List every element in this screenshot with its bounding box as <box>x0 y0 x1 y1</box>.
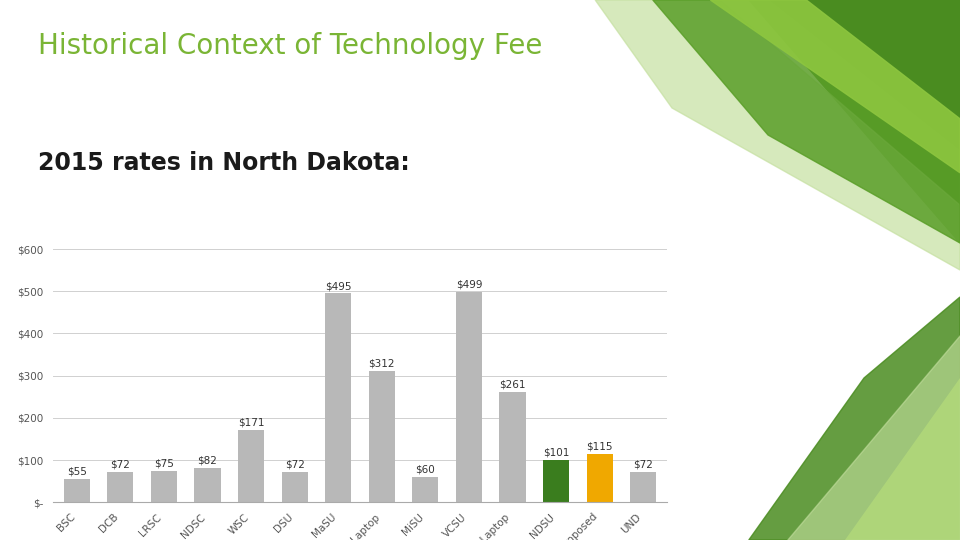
Text: $101: $101 <box>543 448 569 457</box>
Polygon shape <box>749 0 960 243</box>
Polygon shape <box>595 0 960 270</box>
Bar <box>630 472 657 502</box>
Polygon shape <box>653 0 960 243</box>
Text: $261: $261 <box>499 380 526 390</box>
Text: Historical Context of Technology Fee: Historical Context of Technology Fee <box>38 32 542 60</box>
Bar <box>195 468 221 502</box>
Polygon shape <box>653 0 960 243</box>
Text: $55: $55 <box>67 467 86 477</box>
Polygon shape <box>749 297 960 540</box>
Bar <box>543 460 569 502</box>
Bar <box>108 472 133 502</box>
Text: $499: $499 <box>456 280 482 289</box>
Text: $75: $75 <box>154 458 174 468</box>
Bar <box>238 430 264 502</box>
Bar <box>325 293 351 502</box>
Text: $115: $115 <box>587 442 612 451</box>
Bar <box>412 477 439 502</box>
Text: 2015 rates in North Dakota:: 2015 rates in North Dakota: <box>38 151 410 175</box>
Text: $312: $312 <box>369 359 395 368</box>
Bar <box>281 472 308 502</box>
Polygon shape <box>845 378 960 540</box>
Bar <box>151 470 177 502</box>
Text: $171: $171 <box>238 418 264 428</box>
Text: $60: $60 <box>416 465 435 475</box>
Bar <box>63 479 90 502</box>
Bar <box>369 370 395 502</box>
Bar <box>456 292 482 502</box>
Text: $82: $82 <box>198 456 217 465</box>
Polygon shape <box>787 335 960 540</box>
Bar <box>587 454 612 502</box>
Text: $495: $495 <box>325 281 351 291</box>
Polygon shape <box>710 0 960 173</box>
Text: $72: $72 <box>110 460 131 470</box>
Text: $72: $72 <box>634 460 653 470</box>
Text: $72: $72 <box>285 460 304 470</box>
Bar <box>499 392 525 502</box>
